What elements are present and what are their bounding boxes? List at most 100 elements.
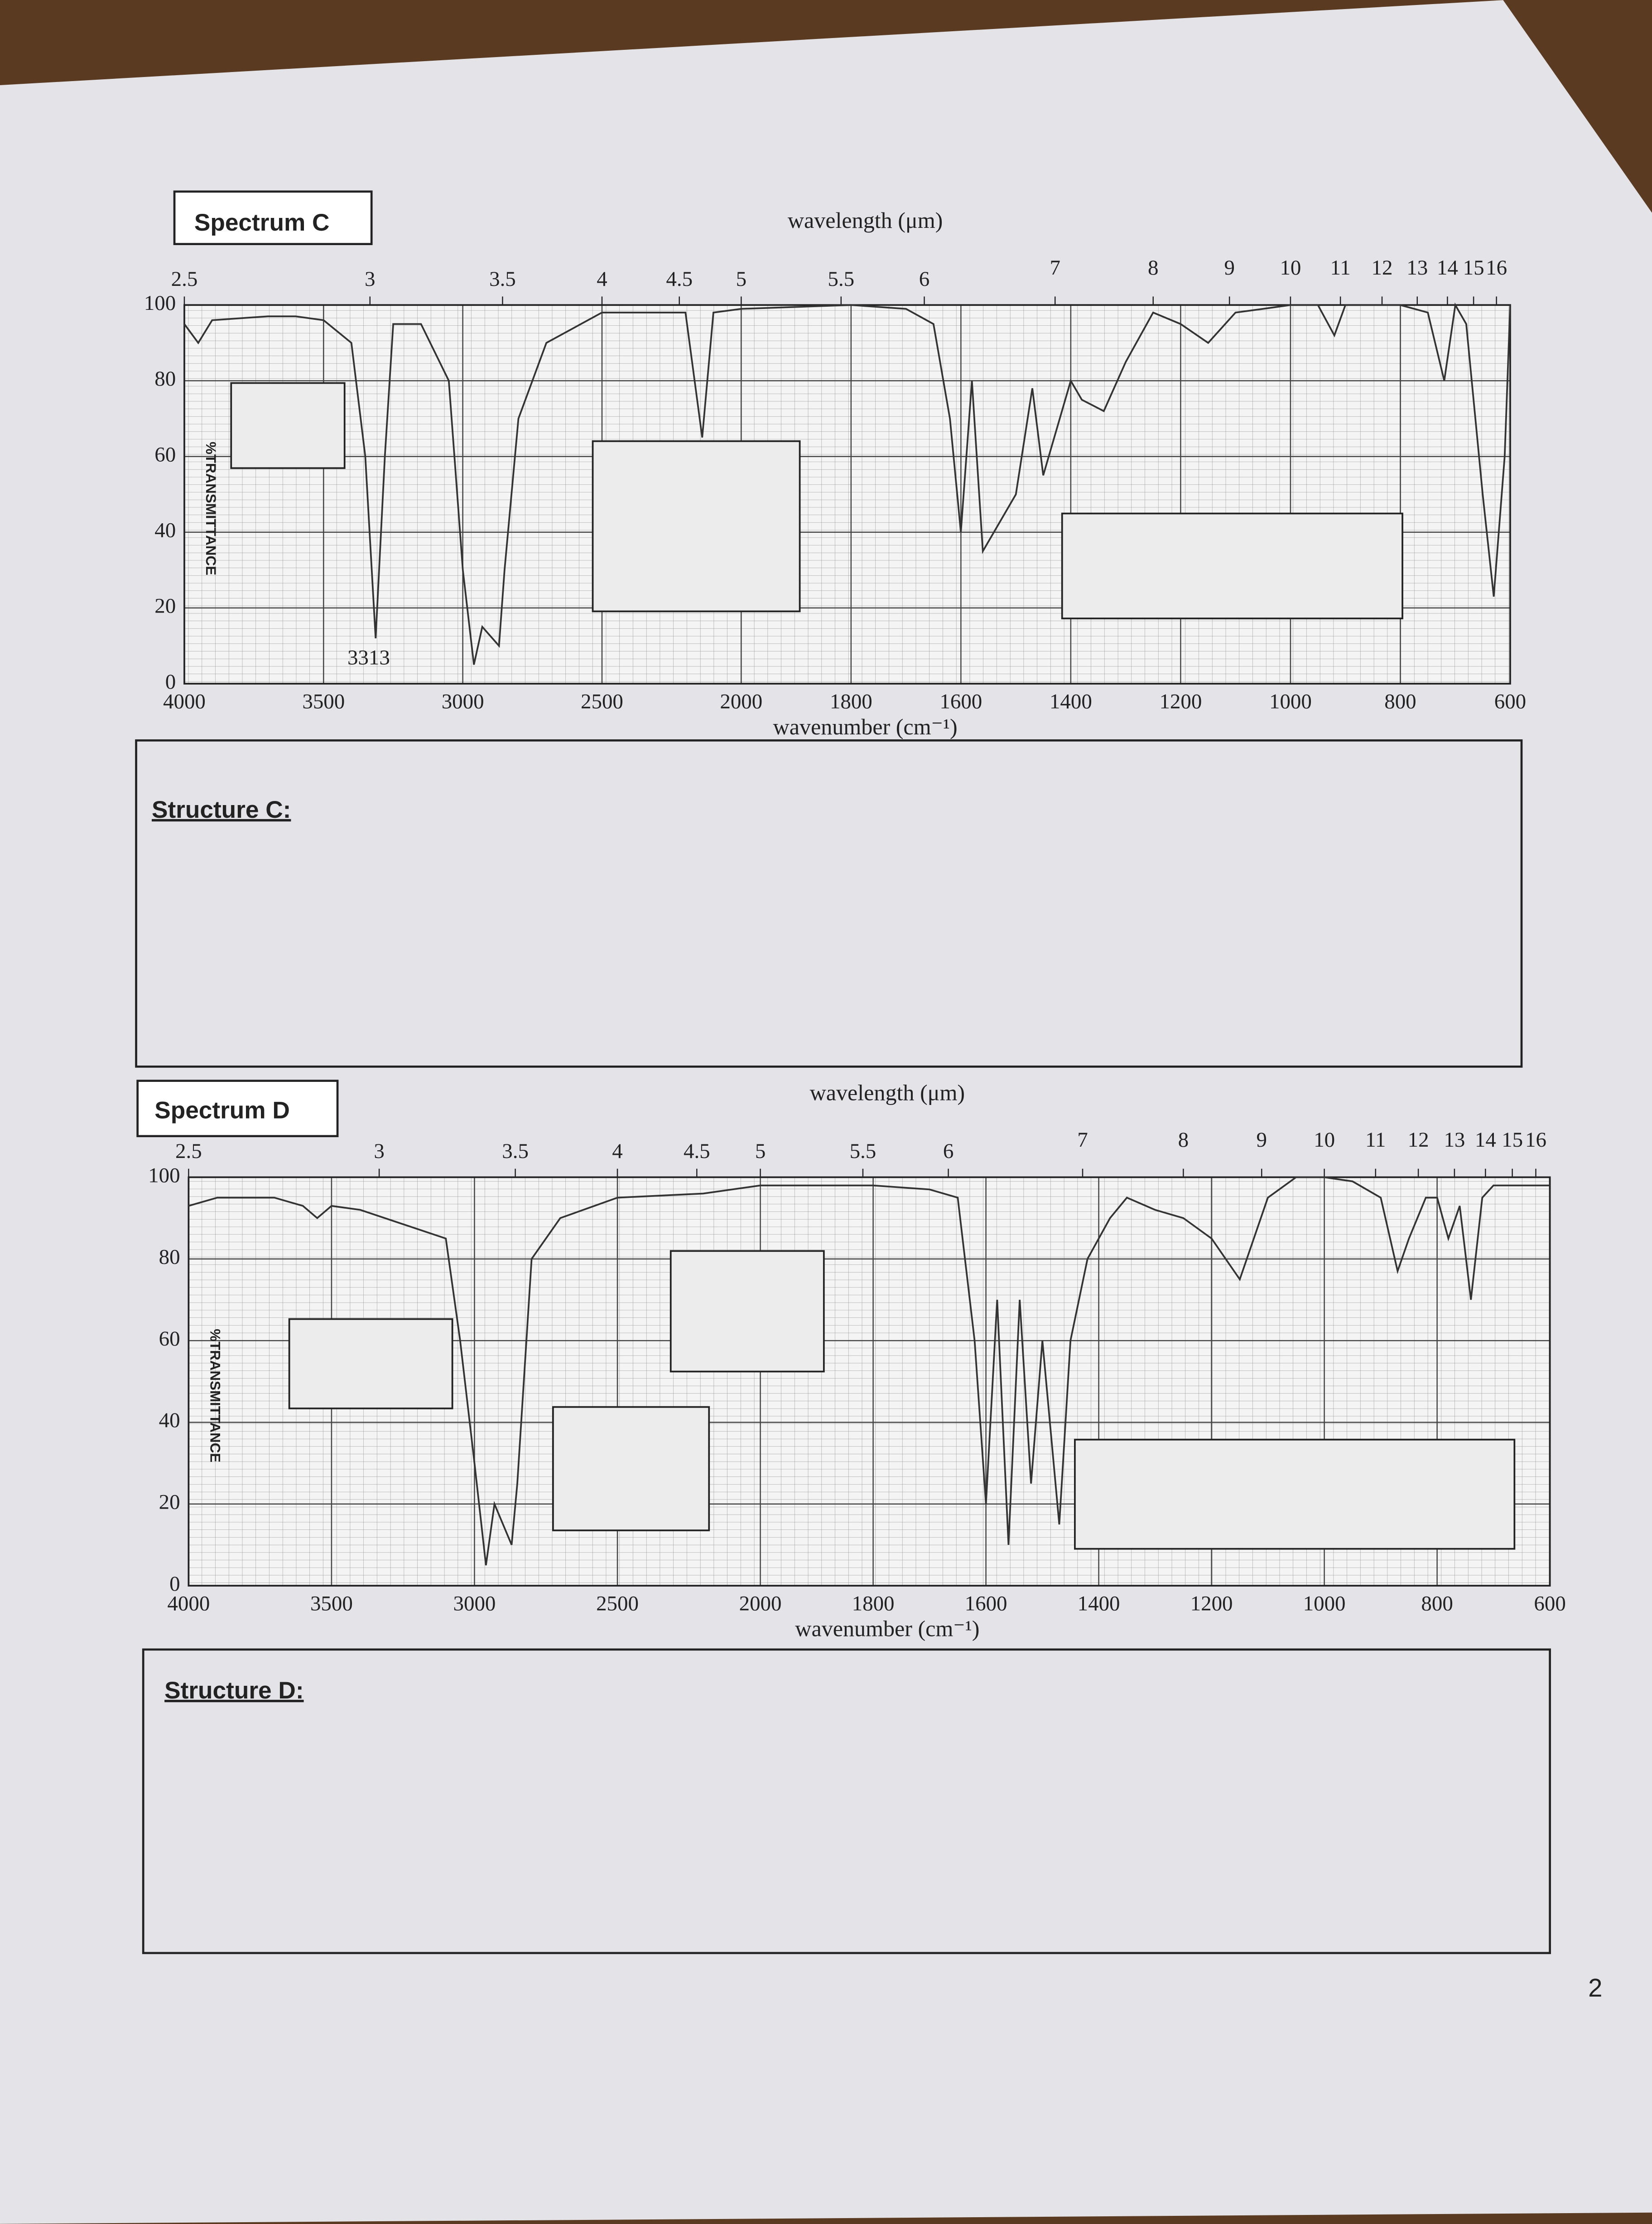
x-tick-label: 1200 <box>1190 1592 1233 1616</box>
x2-tick-label: 2.5 <box>171 267 198 291</box>
x-tick-label: 3500 <box>310 1592 353 1616</box>
page-number: 2 <box>1588 1973 1602 2002</box>
x-tick-label: 4000 <box>163 690 206 714</box>
x2-tick-label: 5 <box>755 1139 766 1163</box>
x2-tick-label: 8 <box>1178 1128 1189 1152</box>
y-tick-label: 100 <box>144 291 176 315</box>
x-axis-label: wavenumber (cm⁻¹) <box>773 714 958 739</box>
x2-tick-label: 7 <box>1050 256 1060 280</box>
x2-tick-label: 16 <box>1486 256 1507 280</box>
y-tick-label: 0 <box>165 670 176 694</box>
cover-box <box>669 1250 825 1373</box>
x-tick-label: 4000 <box>167 1592 210 1616</box>
x-tick-label: 2500 <box>581 690 623 714</box>
y-axis-label: %TRANSMITTANCE <box>203 442 219 575</box>
x-tick-label: 1800 <box>830 690 872 714</box>
x2-tick-label: 15 <box>1502 1128 1523 1152</box>
plot-frame <box>188 1176 1551 1587</box>
y-tick-label: 60 <box>159 1327 180 1351</box>
x2-tick-label: 8 <box>1148 256 1158 280</box>
x-tick-label: 2000 <box>720 690 762 714</box>
x2-tick-label: 12 <box>1408 1128 1429 1152</box>
x-tick-label: 600 <box>1534 1592 1565 1616</box>
chart-title: Spectrum D <box>154 1097 290 1124</box>
cover-box <box>230 382 346 469</box>
cover-box <box>552 1406 710 1531</box>
x2-tick-label: 15 <box>1463 256 1484 280</box>
x-tick-label: 3000 <box>442 690 484 714</box>
x2-tick-label: 3 <box>374 1139 384 1163</box>
answer-box <box>142 1648 1551 1954</box>
chart-title: Spectrum C <box>194 209 330 236</box>
x2-tick-label: 10 <box>1280 256 1301 280</box>
x-tick-label: 2000 <box>739 1592 782 1616</box>
structure-label: Structure C: <box>152 796 291 823</box>
x2-tick-label: 14 <box>1475 1128 1496 1152</box>
cover-box <box>288 1318 453 1409</box>
x-tick-label: 1600 <box>939 690 982 714</box>
spectrum-line <box>188 1176 1550 1566</box>
y-tick-label: 0 <box>169 1572 180 1596</box>
x-axis-label: wavenumber (cm⁻¹) <box>795 1616 979 1641</box>
x-tick-label: 3500 <box>302 690 345 714</box>
cover-box <box>1074 1438 1516 1550</box>
x2-tick-label: 14 <box>1437 256 1458 280</box>
y-tick-label: 60 <box>154 443 176 466</box>
x2-tick-label: 4 <box>612 1139 622 1163</box>
y-tick-label: 20 <box>159 1491 180 1514</box>
x2-tick-label: 3.5 <box>489 267 516 291</box>
y-tick-label: 80 <box>154 367 176 391</box>
x-tick-label: 1800 <box>852 1592 895 1616</box>
y-tick-label: 40 <box>159 1409 180 1432</box>
x2-tick-label: 6 <box>919 267 930 291</box>
x-tick-label: 2500 <box>596 1592 639 1616</box>
x2-tick-label: 16 <box>1525 1128 1546 1152</box>
x2-tick-label: 12 <box>1372 256 1393 280</box>
x2-tick-label: 4 <box>597 267 607 291</box>
x2-tick-label: 11 <box>1330 256 1351 280</box>
x-tick-label: 1400 <box>1050 690 1092 714</box>
x2-tick-label: 11 <box>1365 1128 1386 1152</box>
x-tick-label: 1200 <box>1159 690 1202 714</box>
x2-tick-label: 9 <box>1224 256 1234 280</box>
answer-box <box>135 739 1523 1068</box>
spectrum-line <box>183 302 1511 665</box>
y-tick-label: 80 <box>159 1245 180 1269</box>
x2-axis-label: wavelength (μm) <box>788 207 943 233</box>
x2-axis-label: wavelength (μm) <box>810 1080 965 1105</box>
x2-tick-label: 5.5 <box>828 267 854 291</box>
x2-tick-label: 9 <box>1257 1128 1267 1152</box>
x2-tick-label: 13 <box>1406 256 1428 280</box>
x2-tick-label: 2.5 <box>175 1139 202 1163</box>
x2-tick-label: 5 <box>736 267 747 291</box>
x-tick-label: 1600 <box>965 1592 1007 1616</box>
y-tick-label: 100 <box>148 1163 180 1187</box>
x2-tick-label: 4.5 <box>684 1139 710 1163</box>
cover-box <box>592 440 801 613</box>
x-tick-label: 800 <box>1421 1592 1453 1616</box>
y-tick-label: 20 <box>154 594 176 618</box>
x2-tick-label: 10 <box>1314 1128 1335 1152</box>
x-tick-label: 1000 <box>1303 1592 1346 1616</box>
title-box <box>173 190 373 245</box>
x2-tick-label: 7 <box>1077 1128 1088 1152</box>
x2-tick-label: 3 <box>365 267 375 291</box>
x-tick-label: 3000 <box>453 1592 496 1616</box>
y-tick-label: 40 <box>154 519 176 542</box>
x2-tick-label: 5.5 <box>850 1139 877 1163</box>
x2-tick-label: 4.5 <box>666 267 693 291</box>
structure-label: Structure D: <box>164 1677 303 1704</box>
title-box <box>136 1080 339 1138</box>
x2-tick-label: 3.5 <box>502 1139 529 1163</box>
x-tick-label: 1000 <box>1269 690 1312 714</box>
x-tick-label: 800 <box>1384 690 1416 714</box>
x2-tick-label: 6 <box>943 1139 954 1163</box>
x2-tick-label: 13 <box>1444 1128 1465 1152</box>
y-axis-label: %TRANSMITTANCE <box>207 1329 223 1462</box>
cover-box <box>1061 512 1403 619</box>
fine-grid <box>184 305 1510 684</box>
peak-annotation: 3313 <box>347 646 390 670</box>
